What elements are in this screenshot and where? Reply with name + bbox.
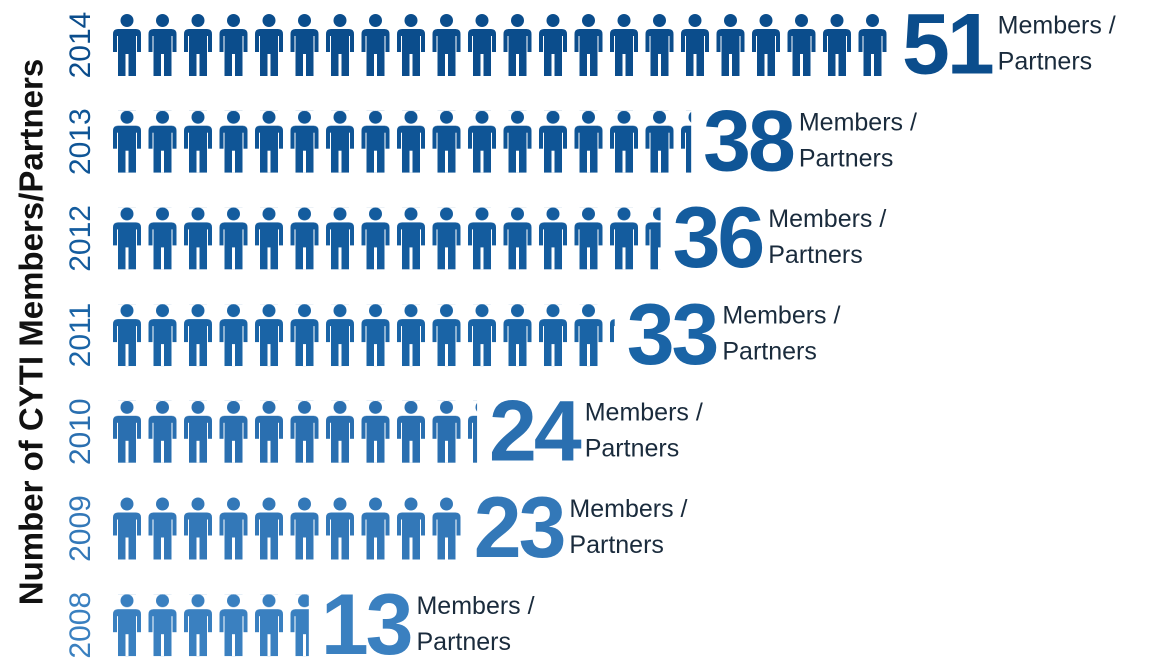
value-label: 24 [489, 384, 582, 480]
unit-label: Partners [998, 48, 1092, 76]
unit-label: Partners [722, 338, 816, 366]
value-label: 51 [902, 0, 993, 93]
unit-label: Members / [768, 205, 886, 233]
pictogram-bar [110, 110, 692, 173]
unit-label: Partners [569, 531, 663, 559]
value-label: 13 [321, 577, 411, 664]
pictogram-bar [110, 400, 478, 463]
unit-label: Partners [585, 434, 679, 462]
value-label: 23 [474, 480, 564, 576]
unit-label: Partners [799, 144, 893, 172]
year-label: 2013 [64, 108, 97, 175]
unit-label: Members / [585, 398, 703, 426]
value-label: 38 [703, 93, 794, 189]
year-label: 2014 [64, 12, 97, 79]
value-label: 33 [627, 287, 717, 383]
value-label: 36 [673, 190, 763, 286]
pictogram-bar [110, 497, 462, 560]
unit-label: Partners [416, 628, 510, 656]
year-label: 2008 [64, 592, 97, 659]
unit-label: Members / [416, 592, 534, 620]
unit-label: Members / [799, 108, 917, 136]
pictogram-bar [110, 207, 661, 270]
pictogram-bar [110, 304, 615, 367]
year-label: 2010 [64, 398, 97, 465]
year-label: 2011 [64, 303, 97, 368]
pictogram-bar [110, 14, 890, 76]
unit-label: Members / [998, 12, 1116, 40]
chart-title: Number of CYTI Members/Partners [13, 59, 50, 605]
pictogram-bar [110, 594, 309, 657]
unit-label: Partners [768, 241, 862, 269]
unit-label: Members / [722, 302, 840, 330]
unit-label: Members / [569, 495, 687, 523]
year-label: 2009 [64, 495, 97, 562]
year-label: 2012 [64, 205, 97, 272]
